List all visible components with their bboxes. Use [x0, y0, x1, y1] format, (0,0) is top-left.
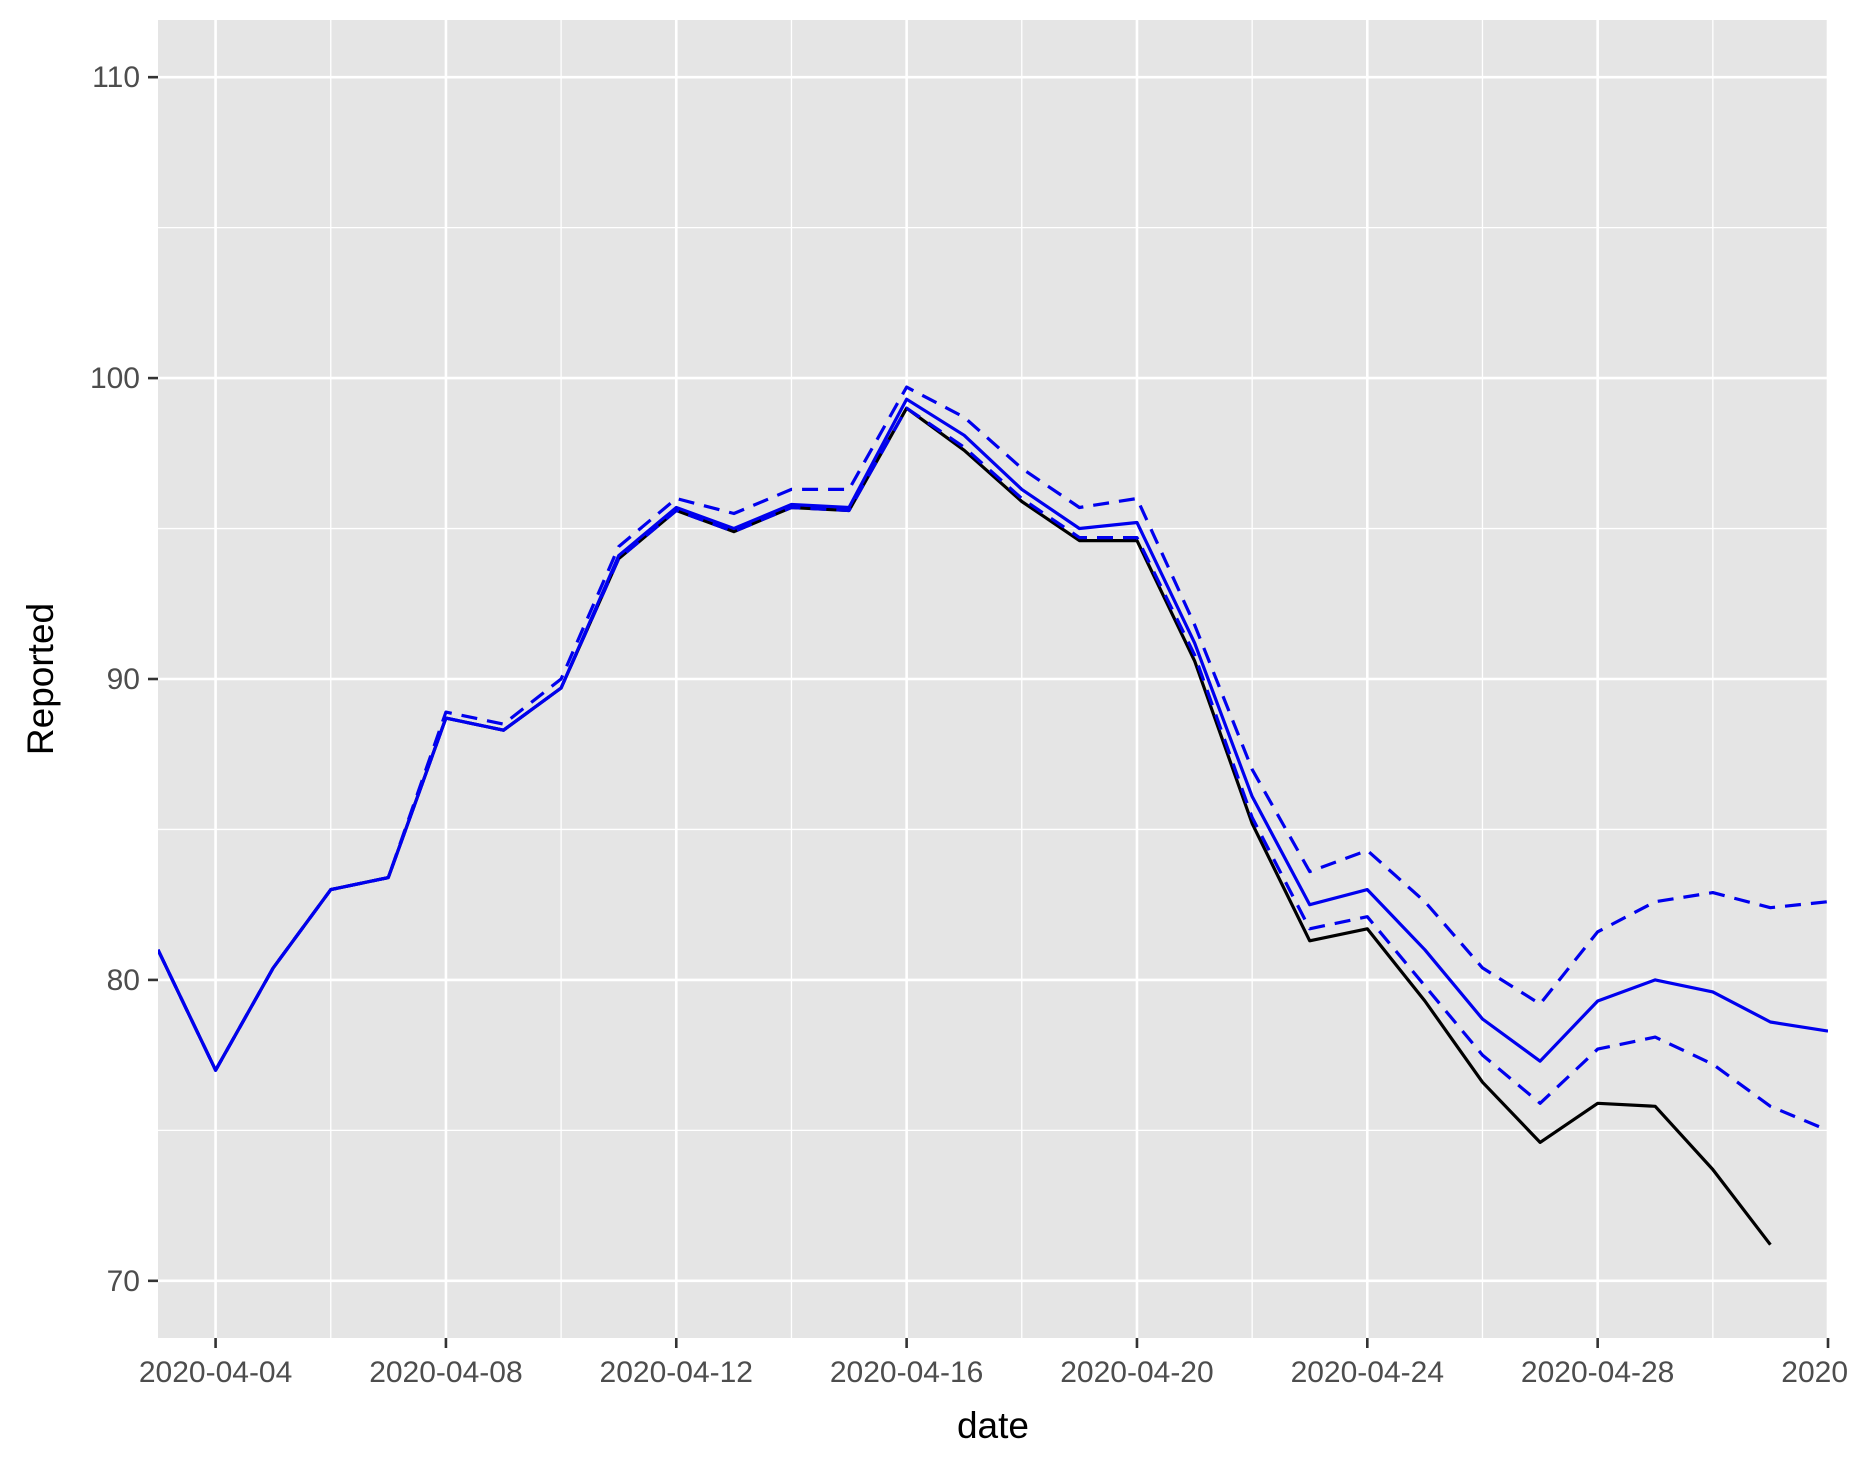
y-tick-label: 90	[107, 663, 140, 696]
x-tick-label: 2020-04-28	[1521, 1356, 1674, 1389]
y-tick-label: 110	[92, 61, 140, 94]
x-tick-label: 2020-04-20	[1060, 1356, 1213, 1389]
x-tick-label: 2020-04-24	[1291, 1356, 1444, 1389]
x-axis: 2020-04-04 2020-04-08 2020-04-12 2020-04-16…	[139, 1338, 1849, 1389]
x-tick-label: 2020-04-08	[369, 1356, 522, 1389]
y-tick-label: 80	[107, 964, 140, 997]
x-tick-label: 2020-0	[1781, 1356, 1849, 1389]
x-axis-title: date	[957, 1405, 1029, 1446]
x-tick-label: 2020-04-16	[830, 1356, 983, 1389]
y-tick-label: 100	[90, 362, 140, 395]
y-tick-label: 70	[107, 1265, 140, 1298]
x-tick-label: 2020-04-12	[600, 1356, 753, 1389]
x-tick-label: 2020-04-04	[139, 1356, 292, 1389]
y-axis-title: Reported	[20, 603, 61, 755]
y-axis: 70 80 90 100 110	[90, 61, 158, 1298]
